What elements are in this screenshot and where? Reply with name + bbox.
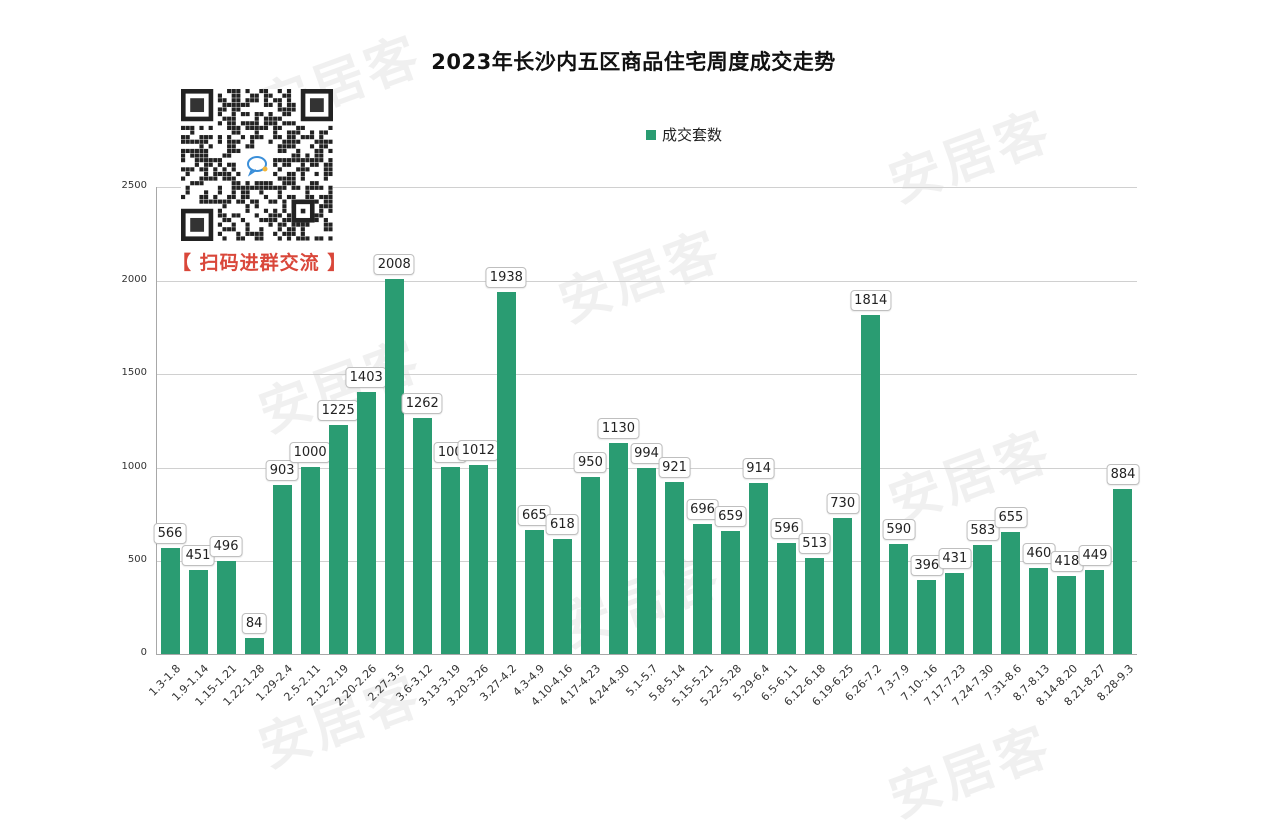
data-label: 1225: [317, 400, 359, 422]
gridline: [156, 374, 1137, 375]
data-label: 994: [630, 443, 663, 465]
bar: [861, 315, 881, 654]
bar: [665, 481, 685, 654]
bar: [1085, 570, 1105, 654]
bar: [889, 543, 909, 654]
y-tick: 1500: [121, 367, 147, 378]
bar: [777, 542, 797, 654]
bar: [188, 569, 208, 654]
data-label: 1012: [457, 439, 499, 461]
bar: [160, 548, 180, 654]
data-label: 1262: [401, 393, 443, 415]
bar: [216, 561, 236, 654]
chart-title: 2023年长沙内五区商品住宅周度成交走势: [431, 50, 836, 74]
legend: 成交套数: [646, 124, 722, 145]
y-tick: 1000: [121, 461, 147, 472]
bar: [1113, 488, 1133, 654]
bar: [524, 529, 544, 654]
qr-code-icon: [181, 89, 333, 241]
data-label: 396: [910, 555, 944, 577]
data-label: 655: [994, 506, 1028, 528]
data-label: 659: [714, 505, 747, 527]
bar: [580, 476, 600, 654]
data-label: 496: [209, 536, 243, 558]
bar: [637, 468, 656, 654]
bar: [244, 638, 264, 654]
data-label: 596: [770, 517, 804, 539]
gridline: [156, 281, 1137, 282]
bar: [440, 467, 460, 654]
qr-caption: 【 扫码进群交流 】: [172, 252, 348, 274]
bar: [384, 278, 404, 654]
bar: [300, 467, 320, 654]
bar: [1001, 531, 1021, 654]
data-label: 1814: [850, 290, 892, 312]
data-label: 84: [241, 613, 267, 635]
bar: [721, 530, 741, 654]
chat-bubble-icon: [247, 156, 268, 177]
data-label: 431: [938, 548, 972, 570]
bar: [328, 425, 348, 654]
data-label: 451: [181, 544, 215, 566]
data-label: 2008: [373, 253, 415, 275]
bar: [1057, 575, 1077, 654]
data-label: 449: [1078, 545, 1112, 567]
data-label: 583: [966, 520, 1000, 542]
bar: [608, 442, 628, 654]
legend-label: 成交套数: [662, 126, 723, 144]
bar: [833, 517, 853, 654]
bar: [412, 418, 432, 654]
data-label: 696: [686, 498, 719, 520]
data-label: 1130: [597, 417, 640, 439]
data-label: 418: [1050, 550, 1084, 572]
bar: [552, 538, 572, 654]
data-label: 903: [265, 460, 299, 482]
bar: [496, 291, 516, 654]
data-label: 513: [798, 533, 832, 555]
data-label: 1938: [485, 266, 527, 288]
data-label: 1000: [289, 442, 331, 464]
data-label: 884: [1106, 463, 1140, 485]
y-tick: 2000: [121, 274, 147, 285]
data-label: 618: [545, 513, 579, 535]
data-label: 1403: [345, 366, 387, 388]
bar: [1029, 568, 1049, 654]
bar: [945, 573, 965, 654]
bar: [272, 485, 292, 654]
gridline: [156, 187, 1137, 188]
bar: [693, 523, 713, 654]
data-label: 914: [742, 458, 776, 480]
bar: [468, 464, 488, 654]
bar: [356, 391, 376, 654]
data-label: 590: [882, 518, 916, 540]
y-tick: 0: [140, 647, 147, 658]
data-label: 730: [826, 492, 860, 514]
bar-series: 566 1.3-1.8 451 1.9-1.14 496 1.15-1.21 84 1.22-…: [146, 253, 1140, 709]
bar: [973, 545, 993, 654]
bar: [805, 558, 825, 654]
y-tick: 2500: [121, 180, 147, 191]
bar: [749, 483, 769, 654]
data-label: 566: [153, 523, 187, 545]
x-axis-line: [156, 654, 1137, 655]
data-label: 950: [574, 451, 607, 473]
y-axis-line: [156, 187, 157, 655]
data-label: 921: [658, 456, 691, 478]
legend-swatch: [646, 129, 656, 140]
bar: [917, 580, 937, 654]
y-tick: 500: [127, 554, 147, 565]
qr-code: [181, 89, 333, 241]
data-label: 460: [1022, 543, 1056, 565]
